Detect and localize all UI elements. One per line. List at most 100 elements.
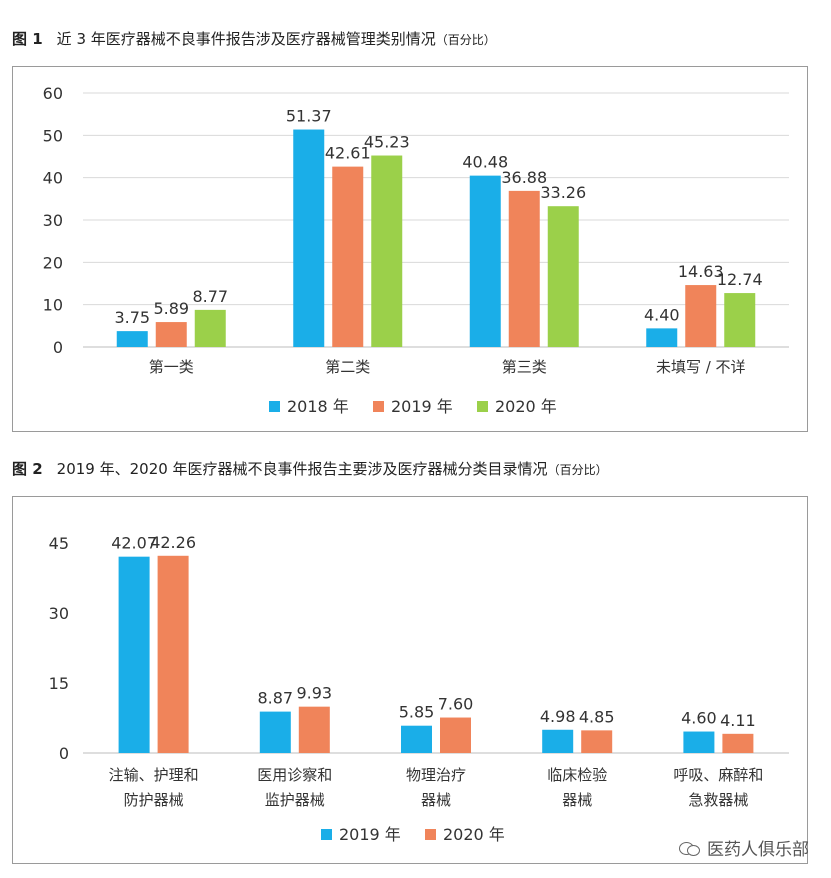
- bar: [646, 328, 678, 347]
- data-label: 42.07: [111, 534, 157, 553]
- y-tick-label: 20: [43, 253, 63, 272]
- legend-label: 2019 年: [391, 397, 453, 416]
- bar: [581, 730, 613, 753]
- data-label: 4.60: [681, 709, 717, 728]
- bar: [722, 733, 754, 753]
- legend-swatch: [477, 401, 488, 412]
- wechat-icon: [679, 840, 701, 856]
- legend-label: 2018 年: [287, 397, 349, 416]
- legend-label: 2020 年: [443, 825, 505, 844]
- bar: [194, 309, 226, 347]
- bar: [157, 555, 189, 753]
- legend-swatch: [425, 829, 436, 840]
- y-tick-label: 30: [49, 604, 69, 623]
- bar: [469, 175, 501, 347]
- chart-1-panel: 0 10 20 30 40 50 60 3.75 5.89 8.77 第一类 51.37 42.61 45…: [12, 66, 808, 432]
- x-tick-label-line: 急救器械: [688, 791, 748, 809]
- x-tick-label-line: 未填写 / 不详: [656, 358, 746, 376]
- x-tick-label-line: 呼吸、麻醉和: [673, 766, 763, 784]
- chart-2-panel: 0 15 30 45 42.07 42.26 注输、护理和防护器械 8.87 9.93 医用诊察和…: [12, 496, 808, 864]
- x-tick-label-line: 监护器械: [265, 791, 325, 809]
- data-label: 51.37: [286, 107, 332, 126]
- bar: [298, 706, 330, 753]
- bar: [371, 155, 403, 347]
- bar: [683, 731, 715, 753]
- data-label: 4.11: [720, 711, 756, 730]
- data-label: 3.75: [114, 308, 150, 327]
- data-label: 33.26: [540, 183, 586, 202]
- x-tick-label-line: 第一类: [149, 358, 194, 376]
- data-label: 8.87: [257, 689, 293, 708]
- data-label: 45.23: [364, 133, 410, 152]
- y-tick-label: 40: [43, 169, 63, 188]
- data-label: 36.88: [501, 168, 547, 187]
- data-label: 40.48: [462, 153, 508, 172]
- x-tick-label-line: 器械: [562, 791, 592, 809]
- data-label: 5.85: [399, 703, 435, 722]
- x-tick-label-line: 器械: [421, 791, 451, 809]
- data-label: 9.93: [296, 684, 332, 703]
- data-label: 42.61: [325, 144, 371, 163]
- data-label: 7.60: [438, 695, 474, 714]
- x-tick-label-line: 医用诊察和: [257, 766, 332, 784]
- y-tick-label: 60: [43, 84, 63, 103]
- bar: [116, 331, 148, 347]
- x-tick-label: 第三类: [502, 358, 547, 376]
- figure-2-unit: （百分比）: [547, 463, 608, 477]
- data-label: 5.89: [153, 299, 189, 318]
- bar: [401, 725, 432, 753]
- figure-1-number: 图 1: [12, 30, 43, 48]
- figure-1-unit: （百分比）: [435, 33, 496, 47]
- legend-swatch: [269, 401, 280, 412]
- bar: [685, 285, 717, 347]
- bar: [542, 729, 574, 753]
- x-tick-label: 注输、护理和防护器械: [109, 766, 199, 809]
- bar: [724, 293, 756, 347]
- y-tick-label: 0: [59, 744, 69, 763]
- bar: [440, 717, 471, 753]
- data-label: 8.77: [192, 287, 228, 306]
- figure-1-title-text: 近 3 年医疗器械不良事件报告涉及医疗器械管理类别情况: [56, 30, 436, 48]
- x-tick-label: 第二类: [325, 358, 370, 376]
- y-tick-label: 0: [53, 338, 63, 357]
- data-label: 4.98: [540, 707, 576, 726]
- data-label: 4.85: [579, 707, 615, 726]
- figure-1-title: 图 1 近 3 年医疗器械不良事件报告涉及医疗器械管理类别情况（百分比）: [12, 28, 496, 49]
- data-label: 42.26: [150, 533, 196, 552]
- figure-2-number: 图 2: [12, 460, 43, 478]
- bar: [155, 322, 187, 347]
- x-tick-label: 第一类: [149, 358, 194, 376]
- legend-swatch: [373, 401, 384, 412]
- data-label: 12.74: [717, 270, 763, 289]
- bar: [508, 190, 540, 347]
- y-tick-label: 30: [43, 211, 63, 230]
- watermark-text: 医药人俱乐部: [707, 840, 809, 860]
- x-tick-label: 医用诊察和监护器械: [257, 766, 332, 809]
- bar: [332, 166, 364, 347]
- y-tick-label: 45: [49, 534, 69, 553]
- figure-2-title: 图 2 2019 年、2020 年医疗器械不良事件报告主要涉及医疗器械分类目录情况…: [12, 458, 608, 479]
- watermark: 医药人俱乐部: [679, 835, 809, 860]
- y-tick-label: 15: [49, 674, 69, 693]
- y-tick-label: 50: [43, 126, 63, 145]
- bar: [118, 556, 150, 753]
- legend-label: 2019 年: [339, 825, 401, 844]
- x-tick-label-line: 第三类: [502, 358, 547, 376]
- x-tick-label-line: 物理治疗: [406, 766, 466, 784]
- x-tick-label: 未填写 / 不详: [656, 358, 746, 376]
- figure-2-title-text: 2019 年、2020 年医疗器械不良事件报告主要涉及医疗器械分类目录情况: [56, 460, 548, 478]
- data-label: 4.40: [644, 305, 680, 324]
- bar: [547, 206, 579, 347]
- x-tick-label-line: 临床检验: [547, 766, 607, 784]
- x-tick-label: 呼吸、麻醉和急救器械: [673, 766, 763, 809]
- y-tick-label: 10: [43, 296, 63, 315]
- x-tick-label: 物理治疗器械: [406, 766, 466, 809]
- chart-1-svg: 0 10 20 30 40 50 60 3.75 5.898.77 第一类 51.37 42.6145…: [43, 84, 789, 416]
- x-tick-label: 临床检验器械: [547, 766, 607, 809]
- x-tick-label-line: 注输、护理和: [109, 766, 199, 784]
- data-label: 14.63: [678, 262, 724, 281]
- x-tick-label-line: 防护器械: [124, 791, 184, 809]
- x-tick-label-line: 第二类: [325, 358, 370, 376]
- legend-label: 2020 年: [495, 397, 557, 416]
